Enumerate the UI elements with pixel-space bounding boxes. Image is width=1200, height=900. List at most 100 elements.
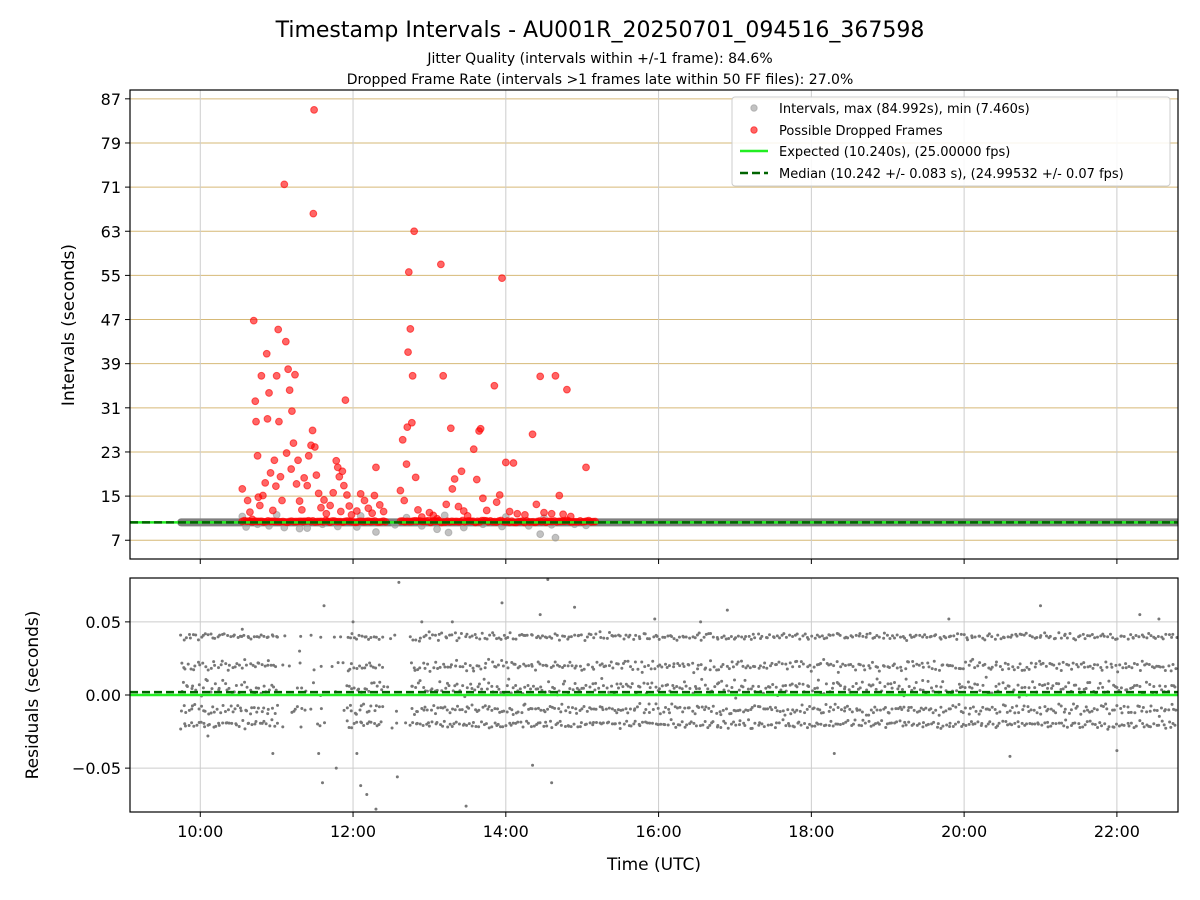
residual-point [921, 665, 925, 669]
residual-point [1027, 709, 1031, 713]
residual-point [835, 660, 839, 664]
residual-point [1114, 722, 1118, 726]
residual-point [904, 723, 908, 727]
residual-point [270, 718, 274, 722]
legend-box [731, 96, 1171, 187]
residual-point [616, 662, 620, 666]
residual-point [952, 634, 956, 638]
residual-point [477, 725, 481, 729]
residual-point [295, 686, 299, 690]
residual-point [560, 702, 564, 706]
dropped-frame-point [309, 209, 318, 218]
residual-point [460, 708, 464, 712]
residual-point [640, 660, 644, 664]
residual-point [364, 663, 368, 667]
residual-point [474, 636, 478, 640]
residual-point [883, 685, 887, 689]
residual-point [422, 685, 426, 689]
residual-point [736, 660, 740, 664]
residual-point [1095, 635, 1099, 639]
residual-point [624, 633, 628, 637]
residual-point [703, 720, 707, 724]
residual-point [663, 723, 667, 727]
residual-point [1134, 724, 1138, 728]
residual-point [789, 712, 793, 716]
residual-outlier-point [947, 617, 951, 621]
residual-point [638, 701, 642, 705]
residual-point [594, 681, 598, 685]
residual-point [257, 686, 261, 690]
residual-point [948, 721, 952, 725]
residual-point [436, 706, 440, 710]
residual-point [890, 707, 894, 711]
residual-point [1148, 682, 1152, 686]
residual-point [666, 634, 670, 638]
residual-point [1158, 665, 1162, 669]
residual-point [593, 688, 597, 692]
residual-point [355, 720, 359, 724]
residual-point [871, 711, 875, 715]
dropped-frame-point [501, 458, 510, 467]
residual-point [895, 666, 899, 670]
residual-point [642, 711, 646, 715]
residual-outlier-point [464, 804, 468, 808]
residual-point [447, 684, 451, 688]
residual-point [236, 635, 240, 639]
residual-point [680, 687, 684, 691]
residual-point [204, 665, 208, 669]
dropped-frame-point [411, 473, 420, 482]
dropped-frame-point [400, 496, 409, 505]
intervals-y-tick-label: 55 [101, 266, 121, 285]
residual-point [846, 718, 850, 722]
residual-point [567, 724, 571, 728]
residual-point [970, 686, 974, 690]
residual-outlier-point [374, 807, 378, 811]
residual-point [744, 708, 748, 712]
residual-point [238, 706, 242, 710]
residual-point [1062, 724, 1066, 728]
residual-point [1071, 661, 1075, 665]
residual-point [295, 705, 299, 709]
residual-point [578, 664, 582, 668]
residual-point [201, 661, 205, 665]
residual-point [1028, 721, 1032, 725]
residual-point [676, 661, 680, 665]
residual-outlier-point [322, 604, 326, 608]
residual-point [775, 634, 779, 638]
residual-point [1088, 664, 1092, 668]
residual-point [336, 661, 340, 665]
residual-point [1171, 632, 1175, 636]
residual-point [252, 635, 256, 639]
residual-point [569, 725, 573, 729]
residual-point [711, 720, 715, 724]
residual-point [1142, 635, 1146, 639]
residual-point [629, 665, 633, 669]
dropped-frame-point [404, 268, 413, 276]
residual-point [657, 637, 661, 641]
residual-point [921, 679, 925, 683]
residual-point [414, 685, 418, 689]
residual-point [418, 679, 422, 683]
residual-point [821, 711, 825, 715]
residual-point [234, 723, 238, 727]
residual-point [339, 635, 343, 639]
residual-point [1090, 633, 1094, 637]
residual-point [375, 684, 379, 688]
residual-point [367, 689, 371, 693]
residual-point [550, 726, 554, 730]
residual-point [1088, 680, 1092, 684]
residual-point [1033, 686, 1037, 690]
residual-point [628, 707, 632, 711]
dropped-frame-point [317, 503, 325, 512]
residual-point [721, 708, 725, 712]
dropped-frame-point [563, 385, 571, 394]
residual-point [499, 691, 503, 695]
residual-point [809, 669, 813, 673]
residuals-y-tick-label: 0.05 [85, 613, 121, 632]
residual-point [459, 632, 463, 636]
residual-point [1010, 705, 1014, 709]
residual-point [198, 663, 202, 667]
residual-point [293, 707, 297, 711]
residual-point [601, 708, 605, 712]
intervals-y-tick-label: 63 [101, 222, 121, 241]
